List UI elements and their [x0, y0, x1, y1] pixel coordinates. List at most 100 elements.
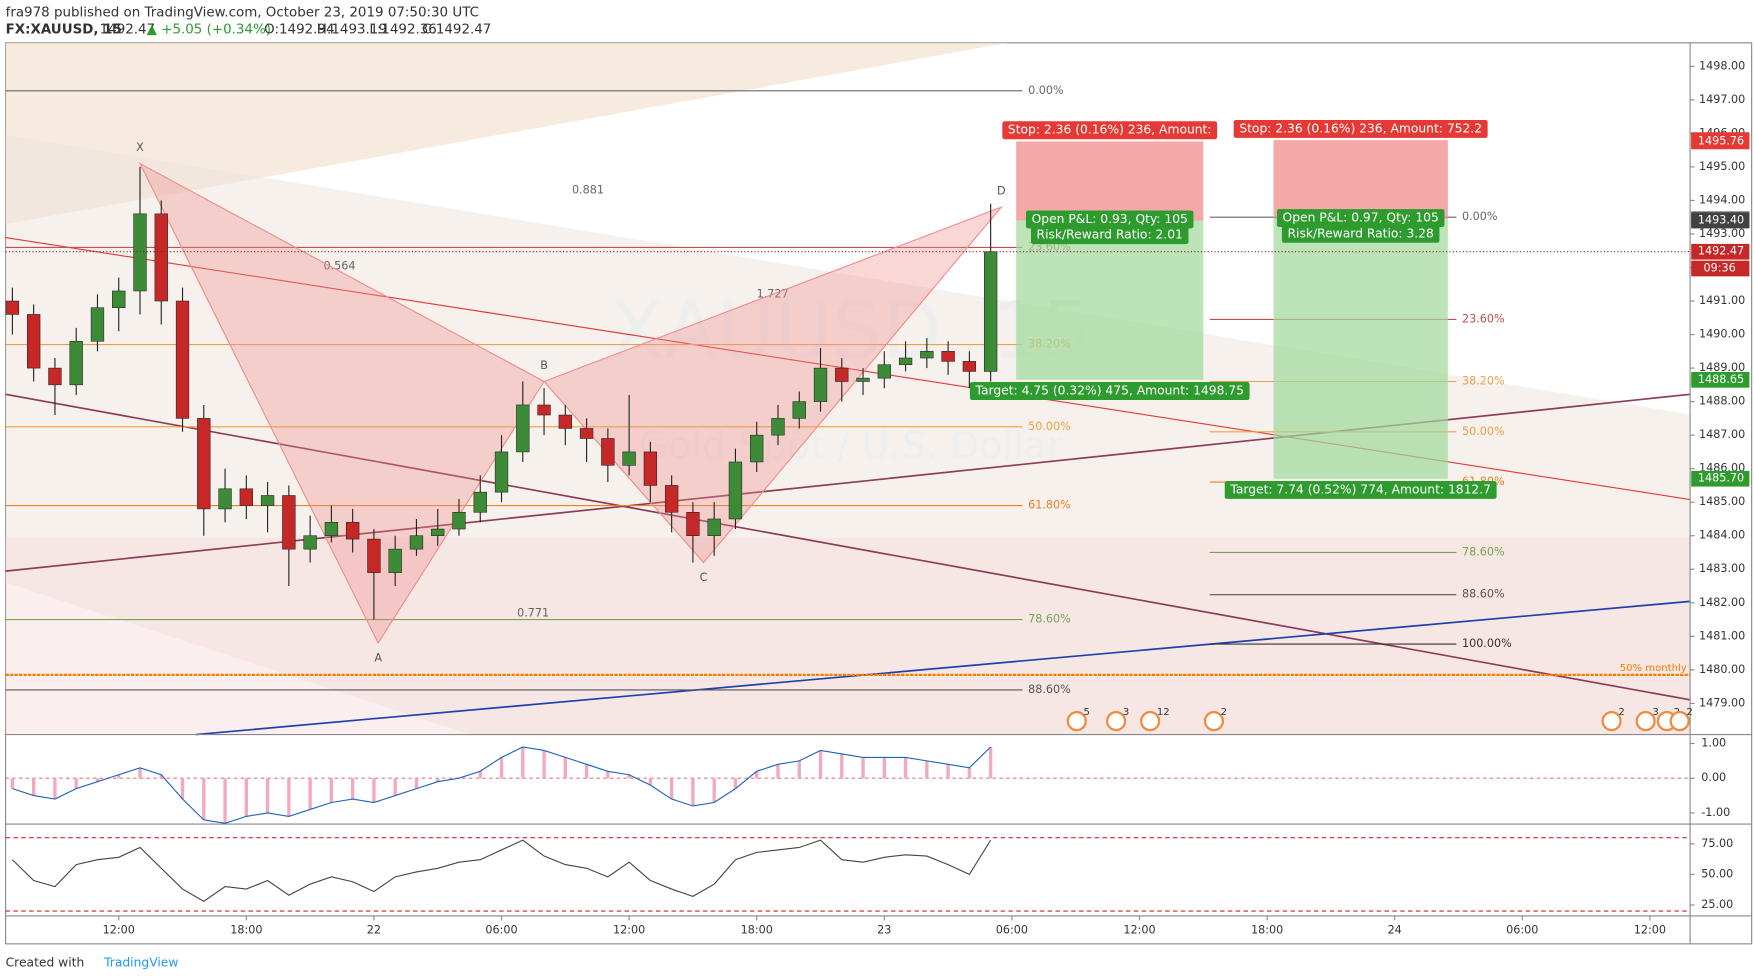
pnl-label: Open P&L: 0.97, Qty: 105: [1276, 209, 1445, 228]
candle-body: [197, 418, 211, 510]
candle-body: [643, 451, 658, 486]
price-tick-label: 1497.00: [1699, 93, 1745, 106]
price-tag: [1691, 133, 1750, 150]
ohlc-low: L:1492.36: [369, 22, 437, 37]
event-count: 12: [1157, 707, 1170, 718]
time-tick-label: 12:00: [1123, 923, 1155, 936]
time-tick-label: 12:00: [1634, 923, 1666, 936]
candle-body: [452, 511, 466, 530]
ratio-label-text: Risk/Reward Ratio: 2.01: [1037, 228, 1183, 242]
price-tag: [1691, 371, 1750, 388]
price-tick-label: 1498.00: [1699, 59, 1745, 72]
pattern-ratio: 0.881: [572, 184, 604, 197]
price-tag-label: 1488.65: [1698, 373, 1744, 386]
fib-label: 78.60%: [1462, 545, 1505, 558]
price-tick-label: 1494.00: [1699, 193, 1745, 206]
candle-body: [983, 251, 998, 372]
candle-body: [877, 364, 891, 379]
time-tick-label: 06:00: [1506, 923, 1538, 936]
shade: [5, 537, 1691, 735]
ohlc-open: O:1492.94: [264, 22, 334, 37]
candle-body: [367, 538, 381, 573]
pattern-point: X: [136, 141, 144, 154]
stop-zone: [1273, 140, 1448, 220]
fib-label: 23.60%: [1462, 312, 1505, 325]
price-tag: [1691, 212, 1750, 229]
price-tick-label: 1493.00: [1699, 227, 1745, 240]
candle-body: [558, 414, 572, 429]
candle-body: [303, 535, 317, 550]
candle-body: [175, 300, 190, 419]
time-tick-label: 06:00: [485, 923, 517, 936]
candle-body: [473, 491, 487, 513]
stop-label-box: [1233, 119, 1488, 138]
footer-created: Created with: [6, 955, 85, 969]
candle-body: [324, 522, 339, 537]
candle-body: [239, 488, 253, 506]
publish-info: fra978 published on TradingView.com, Oct…: [6, 6, 479, 21]
ratio-label-box: [1030, 226, 1189, 245]
ratio-label: Risk/Reward Ratio: 3.28: [1281, 224, 1440, 243]
fib-label: 50.00%: [1028, 420, 1071, 433]
candle-body: [920, 351, 934, 359]
price-tick-label: 1490.00: [1699, 328, 1745, 341]
candle-body: [494, 451, 509, 493]
price-tick-label: 1489.00: [1699, 361, 1745, 374]
change: ▲ +5.05 (+0.34%): [147, 22, 271, 37]
event-icon: [1106, 711, 1127, 732]
pattern-ratio: 0.771: [517, 607, 549, 620]
stop-label-text: Stop: 2.36 (0.16%) 236, Amount: 752.2: [1239, 121, 1482, 135]
candle-body: [90, 307, 105, 342]
time-tick-label: 12:00: [613, 923, 645, 936]
rsi-tick-label: 25.00: [1701, 898, 1733, 911]
ratio-label-text: Risk/Reward Ratio: 3.28: [1287, 226, 1433, 240]
candle-body: [282, 495, 296, 550]
candle-body: [750, 434, 764, 463]
candle-body: [537, 404, 551, 416]
candle-body: [898, 357, 913, 366]
candle-body: [5, 300, 20, 315]
fib-label: 38.20%: [1462, 374, 1505, 387]
candle-body: [622, 451, 636, 466]
event-count: 3: [1652, 707, 1658, 718]
fib-label: 78.60%: [1028, 613, 1071, 626]
footer-brand: TradingView: [103, 955, 178, 969]
target-label-text: Target: 7.74 (0.52%) 774, Amount: 1812.7: [1229, 482, 1491, 496]
stop-zone: [1016, 141, 1204, 221]
pnl-label-text: Open P&L: 0.97, Qty: 105: [1283, 211, 1439, 225]
price-tick-label: 1495.00: [1699, 160, 1745, 173]
candle-body: [856, 377, 870, 382]
price-tag-label: 1493.40: [1698, 214, 1744, 227]
price-tick-label: 1488.00: [1699, 395, 1745, 408]
rsi-line: [12, 839, 992, 902]
price-tick-label: 1481.00: [1699, 629, 1745, 642]
price-tick-label: 1484.00: [1699, 529, 1745, 542]
ohlc-close: C:1492.47: [422, 22, 491, 37]
pnl-label-box: [1026, 210, 1194, 229]
rsi-tick-label: 75.00: [1701, 837, 1733, 850]
target-zone: [1016, 220, 1204, 380]
watermark-subtitle: Gold Spot / U.S. Dollar: [639, 424, 1063, 468]
countdown: 09:36: [1704, 262, 1736, 275]
macd-tick-label: 0.00: [1701, 771, 1726, 784]
candle-body: [409, 535, 424, 550]
macd-tick-label: 1.00: [1701, 737, 1726, 750]
price-tag: [1691, 243, 1750, 260]
target-label-box: [969, 382, 1250, 400]
symbol: FX:XAUUSD, 15: [6, 22, 122, 37]
fib-label: 88.60%: [1462, 588, 1505, 601]
ohlc-high: H:1493.19: [317, 22, 387, 37]
candle-body: [345, 522, 360, 540]
target-label: Target: 4.75 (0.32%) 475, Amount: 1498.7…: [969, 382, 1250, 400]
target-label-box: [1224, 480, 1497, 499]
countdown-box: [1691, 260, 1750, 277]
candle-body: [728, 461, 743, 520]
candle-body: [941, 351, 955, 362]
fib-label: 50.00%: [1462, 425, 1505, 438]
ratio-label: Risk/Reward Ratio: 2.01: [1030, 226, 1189, 245]
time-tick-label: 12:00: [103, 923, 135, 936]
time-tick-label: 23: [877, 923, 891, 936]
event-icon: [1140, 711, 1161, 732]
event-count: 5: [1083, 707, 1089, 718]
